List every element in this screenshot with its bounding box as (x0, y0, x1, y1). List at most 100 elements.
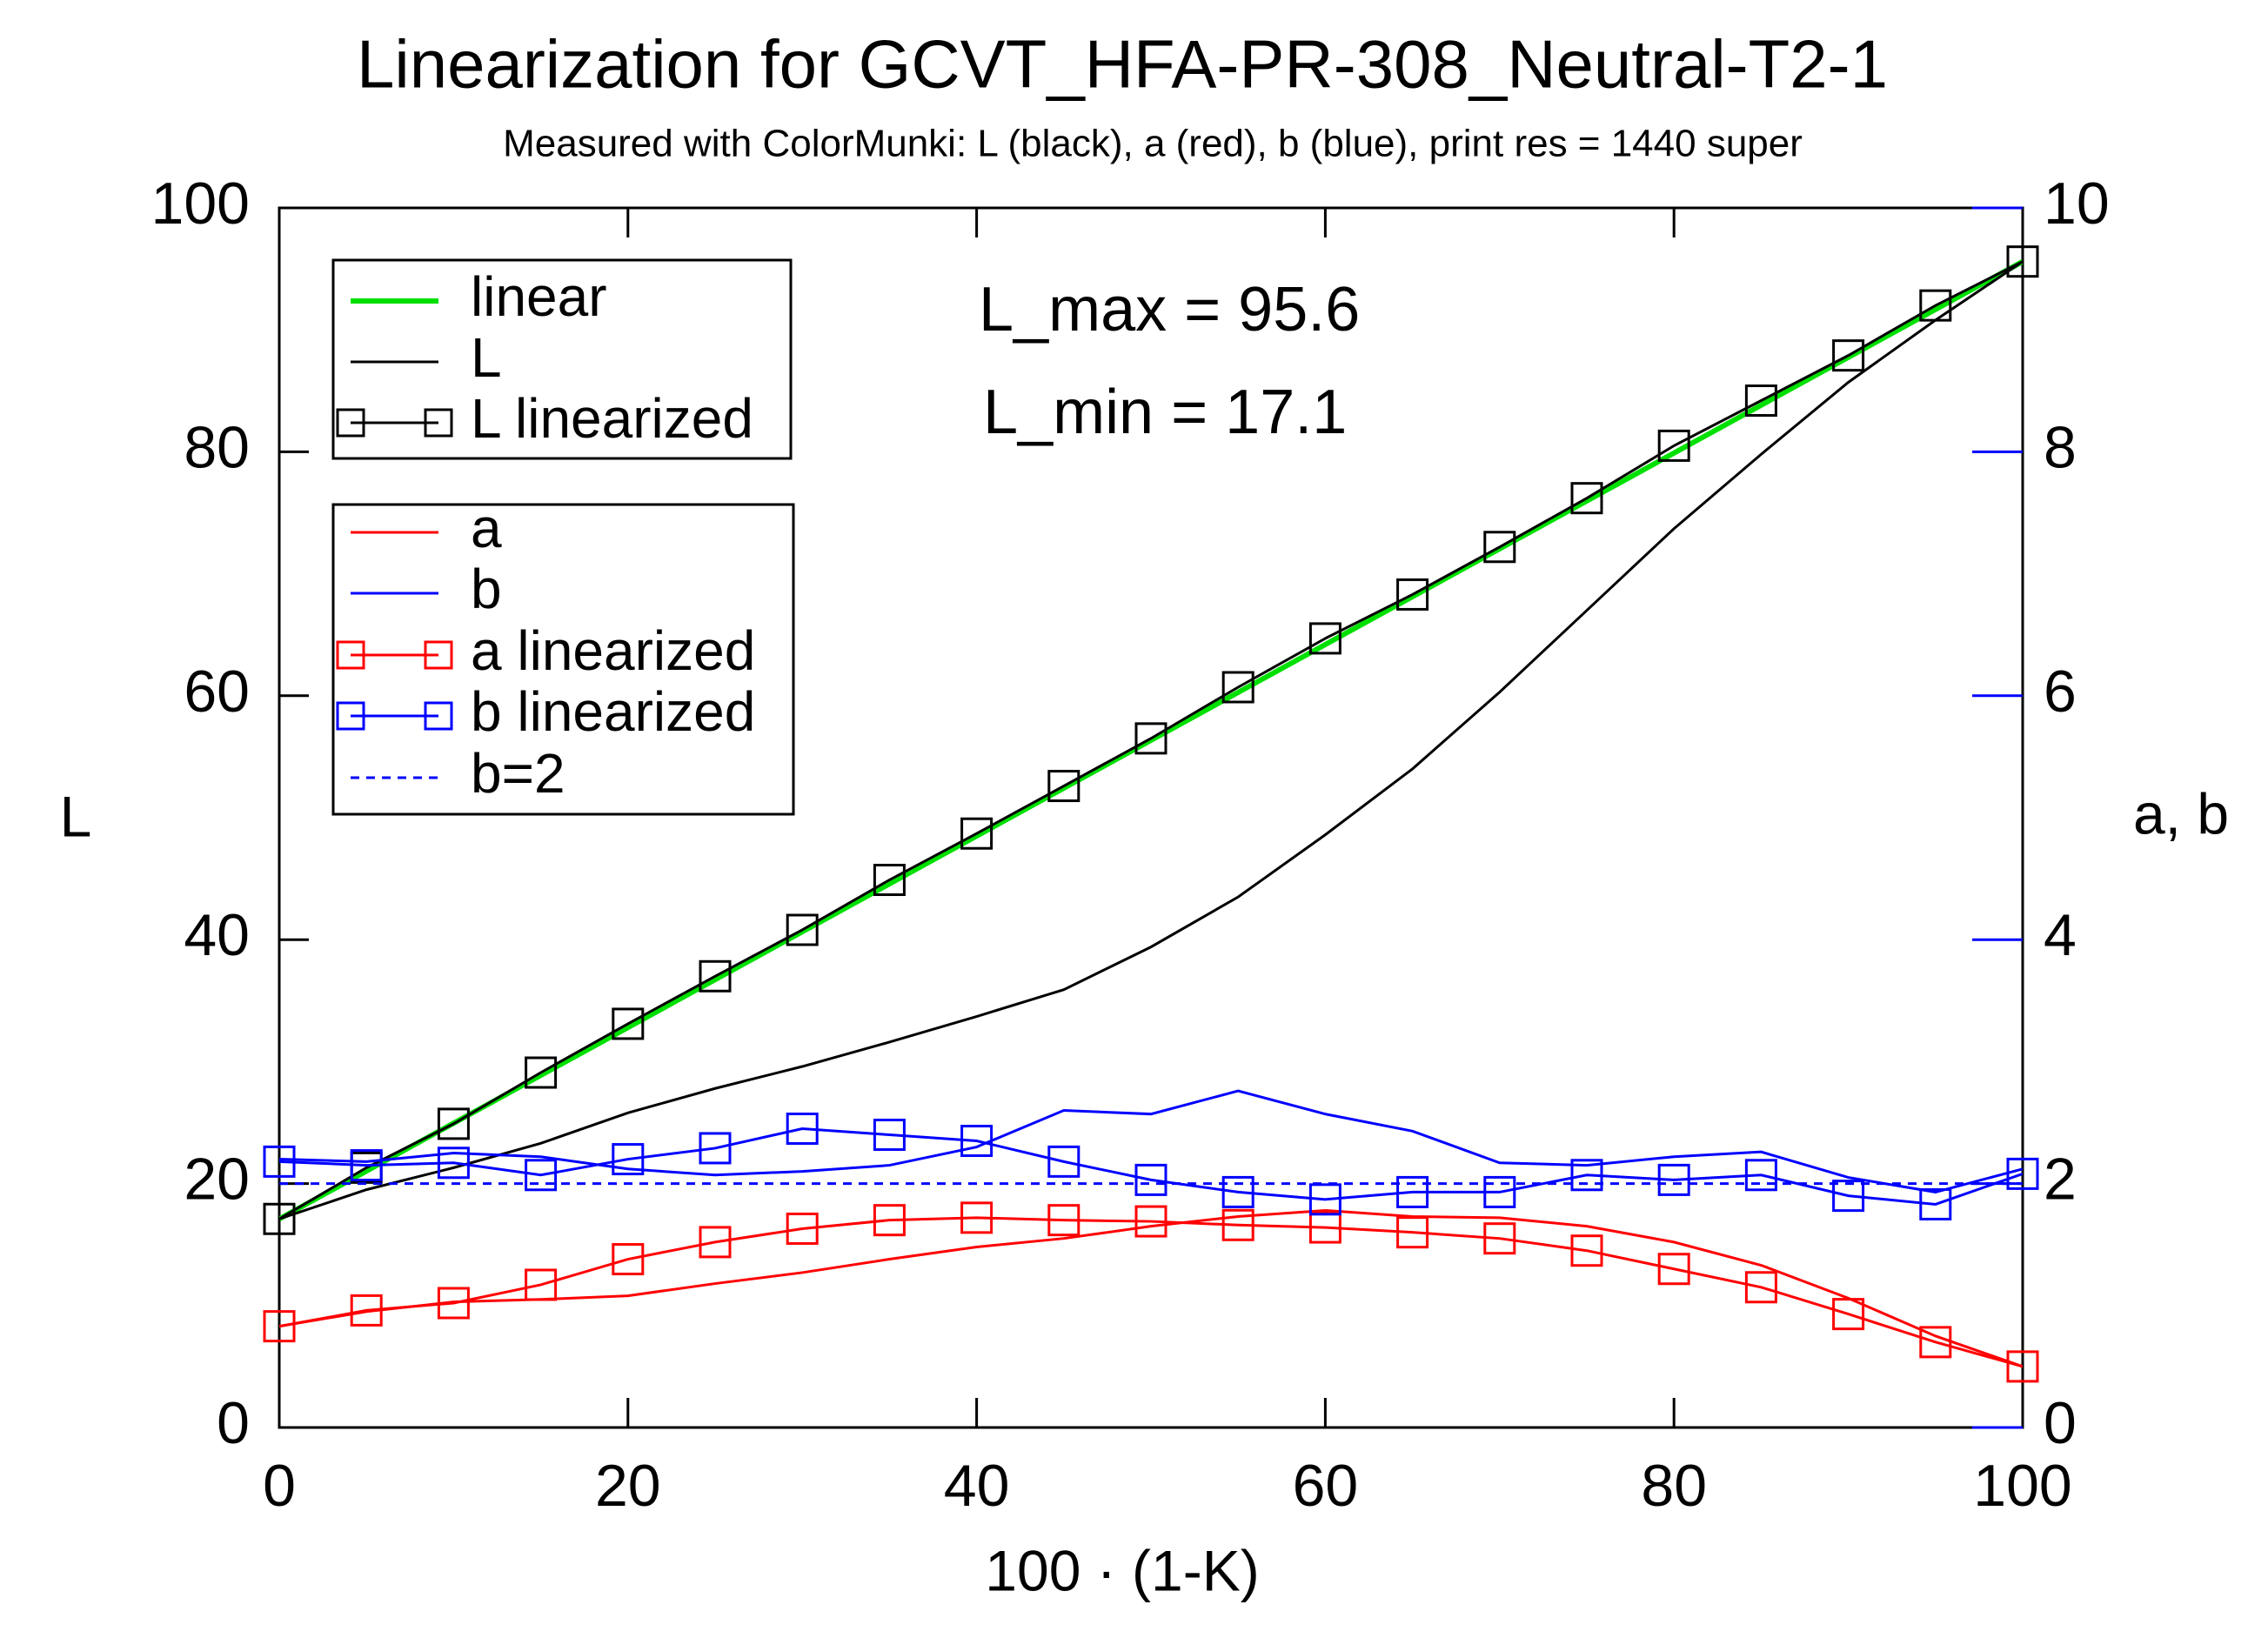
marker (960, 1201, 994, 1234)
marker (1483, 531, 1516, 564)
annotation: L_max = 95.6 (979, 275, 1360, 344)
legend-marker (424, 640, 453, 670)
marker (1744, 384, 1777, 418)
marker (1134, 1163, 1167, 1196)
marker (1832, 1180, 1865, 1213)
y-tick-label: 0 (217, 1390, 250, 1456)
series-line (279, 260, 2023, 1220)
marker (437, 1147, 470, 1180)
y2-tick-label: 10 (2044, 170, 2110, 237)
chart-title: Linearization for GCVT_HFA-PR-308_Neutra… (357, 26, 1888, 103)
x-tick-label: 100 (1973, 1453, 2071, 1519)
marker (263, 1145, 296, 1178)
y-axis-title: L (60, 784, 92, 848)
annotation: L_min = 17.1 (983, 378, 1347, 447)
marker (1832, 1298, 1865, 1331)
x-axis-title: 100 · (1-K) (985, 1538, 1259, 1602)
marker (350, 1149, 383, 1182)
marker (873, 864, 906, 897)
x-tick-label: 40 (944, 1453, 1010, 1519)
plot-frame (278, 206, 2024, 1429)
y-tick-label: 80 (184, 414, 250, 480)
marker (873, 1204, 906, 1237)
y2-tick-label: 4 (2044, 902, 2077, 968)
marker (263, 1202, 296, 1235)
legend-label: b (471, 558, 502, 620)
series-line (279, 1208, 2023, 1368)
marker (699, 959, 732, 993)
marker (1047, 770, 1080, 803)
marker (699, 1226, 732, 1259)
chart-subtitle: Measured with ColorMunki: L (black), a (… (503, 123, 1803, 165)
y2-axis-title: a, b (2133, 781, 2229, 846)
marker (1221, 1208, 1254, 1241)
marker (786, 1212, 819, 1245)
marker (1919, 1326, 1952, 1359)
legend-label: b linearized (471, 680, 755, 743)
marker (437, 1287, 470, 1320)
legend-label: b=2 (471, 742, 565, 805)
x-tick-label: 80 (1641, 1453, 1707, 1519)
marker (612, 1243, 645, 1276)
y2-tick-label: 2 (2044, 1147, 2077, 1213)
legend-marker (336, 408, 365, 438)
marker (612, 1007, 645, 1040)
marker (1919, 1187, 1952, 1220)
marker (873, 1119, 906, 1152)
marker (1657, 429, 1690, 462)
marker (612, 1143, 645, 1176)
legend-label: a (471, 497, 502, 559)
series-line (279, 259, 2023, 1221)
legend-marker (336, 701, 365, 731)
legend-marker (336, 640, 365, 670)
y-tick-label: 40 (184, 902, 250, 968)
marker (1570, 1159, 1603, 1192)
marker (437, 1107, 470, 1140)
marker (960, 1125, 994, 1158)
series-line (279, 1089, 2023, 1193)
marker (1483, 1175, 1516, 1208)
y2-tick-label: 0 (2044, 1390, 2077, 1456)
marker (1221, 671, 1254, 704)
legend-marker (424, 701, 453, 731)
marker (525, 1268, 558, 1301)
series-line (279, 1216, 2023, 1368)
marker (525, 1056, 558, 1089)
marker (1308, 1211, 1341, 1244)
series-line (279, 1127, 2023, 1206)
marker (2006, 245, 2039, 278)
marker (263, 1310, 296, 1343)
y-tick-label: 20 (184, 1147, 250, 1213)
marker (786, 913, 819, 946)
x-tick-label: 60 (1293, 1453, 1359, 1519)
x-tick-label: 20 (595, 1453, 661, 1519)
marker (525, 1159, 558, 1192)
marker (1396, 1216, 1429, 1249)
marker (1570, 482, 1603, 515)
marker (1047, 1204, 1080, 1237)
marker (1396, 1175, 1429, 1208)
marker (1744, 1159, 1777, 1192)
marker (1047, 1145, 1080, 1178)
marker (1832, 339, 1865, 372)
marker (960, 817, 994, 850)
legend-box (331, 503, 795, 816)
marker (1657, 1253, 1690, 1286)
marker (1134, 1205, 1167, 1238)
marker (1134, 722, 1167, 755)
marker (1657, 1163, 1690, 1196)
series-line (279, 260, 2023, 1220)
marker (1221, 1175, 1254, 1208)
y-tick-label: 60 (184, 659, 250, 725)
marker (1744, 1271, 1777, 1304)
legend-marker (424, 408, 453, 438)
marker (2006, 1350, 2039, 1383)
marker (1483, 1222, 1516, 1255)
y2-tick-label: 6 (2044, 659, 2077, 725)
y2-tick-label: 8 (2044, 414, 2077, 480)
legend-label: L (471, 326, 502, 389)
legend-label: L linearized (471, 387, 753, 450)
legend-box (331, 258, 793, 460)
marker (1308, 622, 1341, 655)
